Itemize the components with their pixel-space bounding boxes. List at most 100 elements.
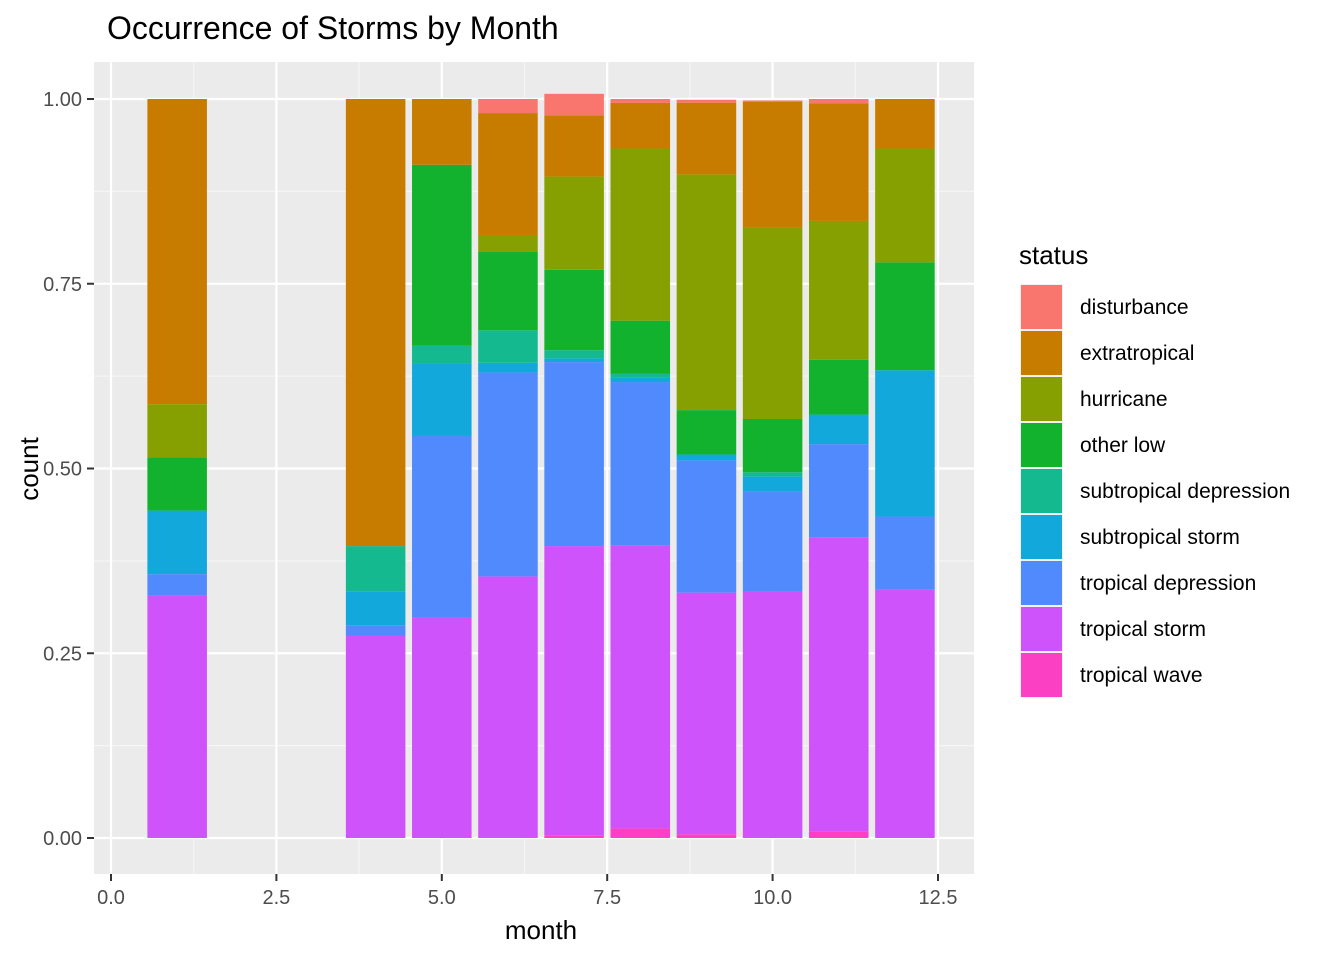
bar-segment-disturbance-month-8 <box>610 99 671 103</box>
legend-key-subtropical-storm <box>1021 515 1062 559</box>
bar-segment-tropical-storm-month-7 <box>544 546 604 836</box>
bar-segment-tropical-storm-month-6 <box>478 576 538 838</box>
bar-segment-subtropical-depression-month-7 <box>544 350 604 359</box>
bar-segment-tropical-storm-month-4 <box>345 635 406 838</box>
bar-segment-subtropical-depression-month-4 <box>345 546 406 592</box>
bar-segment-tropical-depression-month-7 <box>544 362 604 547</box>
bars <box>147 93 935 838</box>
bar-segment-tropical-depression-month-6 <box>478 372 538 577</box>
bar-segment-extratropical-month-5 <box>412 99 472 165</box>
bar-segment-subtropical-depression-month-5 <box>412 345 472 364</box>
bar-segment-hurricane-month-11 <box>808 220 869 360</box>
bar-segment-tropical-depression-month-9 <box>676 460 737 593</box>
legend-key-extratropical <box>1021 331 1062 375</box>
y-tick-label: 0.25 <box>43 643 82 665</box>
y-tick-label: 0.00 <box>43 828 82 850</box>
bar-segment-disturbance-month-11 <box>808 99 869 104</box>
bar-segment-hurricane-month-9 <box>676 174 737 411</box>
bar-segment-tropical-depression-month-4 <box>345 625 406 636</box>
bar-segment-tropical-storm-month-11 <box>808 537 869 832</box>
bar-segment-hurricane-month-1 <box>147 404 207 458</box>
bar-segment-subtropical-depression-month-10 <box>742 472 803 477</box>
bar-segment-tropical-wave-month-9 <box>676 834 737 838</box>
bar-segment-tropical-wave-month-7 <box>544 835 604 838</box>
bar-segment-tropical-storm-month-9 <box>676 592 737 835</box>
bar-segment-hurricane-month-12 <box>875 148 935 263</box>
y-axis-title: count <box>14 436 44 500</box>
legend-key-disturbance <box>1021 285 1062 329</box>
legend-key-tropical-wave <box>1021 653 1062 697</box>
bar-segment-extratropical-month-7 <box>544 115 604 177</box>
bar-segment-subtropical-storm-month-12 <box>875 370 935 517</box>
bar-segment-subtropical-storm-month-8 <box>610 377 671 383</box>
bar-segment-other-low-month-11 <box>808 359 869 415</box>
bar-segment-other-low-month-6 <box>478 251 538 331</box>
y-tick-label: 1.00 <box>43 89 82 111</box>
bar-segment-subtropical-storm-month-11 <box>808 414 869 445</box>
legend-label-hurricane: hurricane <box>1080 388 1168 411</box>
legend-label-extratropical: extratropical <box>1080 342 1194 365</box>
bar-segment-other-low-month-5 <box>412 164 472 346</box>
bar-segment-tropical-depression-month-1 <box>147 574 207 596</box>
bar-segment-extratropical-month-12 <box>875 99 935 149</box>
bar-segment-extratropical-month-1 <box>147 99 207 405</box>
bar-segment-disturbance-month-7 <box>544 93 604 116</box>
legend-key-hurricane <box>1021 377 1062 421</box>
bar-segment-subtropical-storm-month-6 <box>478 362 538 373</box>
bar-segment-extratropical-month-8 <box>610 102 671 149</box>
y-tick-label: 0.50 <box>43 459 82 481</box>
bar-segment-subtropical-storm-month-5 <box>412 363 472 436</box>
legend-key-tropical-storm <box>1021 607 1062 651</box>
legend-label-tropical-storm: tropical storm <box>1080 618 1206 641</box>
bar-segment-subtropical-storm-month-9 <box>676 454 737 461</box>
bar-segment-tropical-storm-month-5 <box>412 617 472 838</box>
bar-segment-subtropical-storm-month-1 <box>147 510 207 575</box>
x-tick-label: 5.0 <box>428 887 456 909</box>
bar-segment-tropical-depression-month-5 <box>412 435 472 618</box>
bar-segment-subtropical-storm-month-10 <box>742 476 803 492</box>
bar-segment-subtropical-storm-month-4 <box>345 591 406 626</box>
y-tick-label: 0.75 <box>43 274 82 296</box>
x-tick-label: 2.5 <box>262 887 290 909</box>
legend-key-tropical-depression <box>1021 561 1062 605</box>
bar-segment-hurricane-month-8 <box>610 148 671 321</box>
x-tick-label: 0.0 <box>97 887 125 909</box>
bar-segment-extratropical-month-6 <box>478 113 538 235</box>
bar-segment-disturbance-month-10 <box>742 100 803 102</box>
bar-segment-tropical-storm-month-10 <box>742 591 803 838</box>
legend: status disturbance extratropical hurricane… <box>1019 240 1290 698</box>
y-axis: 0.00 0.25 0.50 0.75 1.00 <box>43 89 94 850</box>
legend-label-subtropical-depression: subtropical depression <box>1080 480 1290 503</box>
bar-segment-other-low-month-12 <box>875 262 935 371</box>
x-axis: 0.0 2.5 5.0 7.5 10.0 12.5 <box>97 874 957 909</box>
legend-label-disturbance: disturbance <box>1080 296 1189 319</box>
bar-segment-extratropical-month-10 <box>742 101 803 228</box>
bar-segment-hurricane-month-6 <box>478 234 538 252</box>
bar-segment-disturbance-month-9 <box>676 99 737 103</box>
x-tick-label: 10.0 <box>753 887 792 909</box>
bar-segment-tropical-storm-month-1 <box>147 595 207 838</box>
bar-segment-tropical-wave-month-8 <box>610 828 671 838</box>
bar-segment-extratropical-month-11 <box>808 103 869 221</box>
x-axis-title: month <box>505 915 577 945</box>
bar-segment-other-low-month-10 <box>742 418 803 473</box>
x-tick-label: 12.5 <box>919 887 958 909</box>
bar-segment-other-low-month-8 <box>610 320 671 374</box>
bar-segment-tropical-wave-month-11 <box>808 831 869 838</box>
bar-segment-tropical-depression-month-8 <box>610 382 671 546</box>
bar-segment-extratropical-month-4 <box>345 99 406 547</box>
legend-label-other-low: other low <box>1080 434 1166 457</box>
bar-segment-tropical-storm-month-12 <box>875 589 935 838</box>
x-tick-label: 7.5 <box>593 887 621 909</box>
bar-segment-extratropical-month-9 <box>676 102 737 175</box>
bar-segment-tropical-depression-month-10 <box>742 491 803 592</box>
bar-segment-hurricane-month-10 <box>742 227 803 419</box>
bar-segment-other-low-month-7 <box>544 269 604 351</box>
legend-label-subtropical-storm: subtropical storm <box>1080 526 1240 549</box>
bar-segment-other-low-month-9 <box>676 410 737 455</box>
bar-segment-tropical-depression-month-12 <box>875 516 935 590</box>
bar-segment-hurricane-month-7 <box>544 176 604 270</box>
legend-label-tropical-depression: tropical depression <box>1080 572 1256 595</box>
bar-segment-other-low-month-1 <box>147 457 207 511</box>
